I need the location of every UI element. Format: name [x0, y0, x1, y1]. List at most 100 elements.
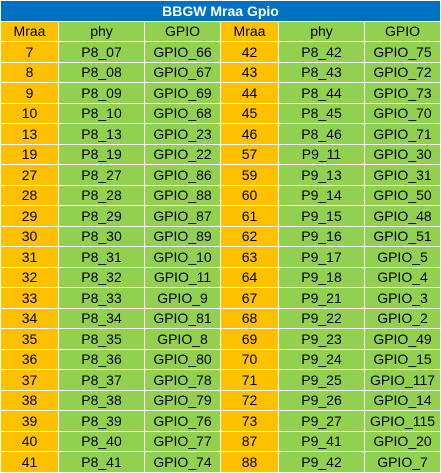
- right-gpio-cell: GPIO_48: [363, 205, 441, 227]
- right-mraa-cell: 44: [220, 82, 279, 104]
- right-mraa-cell: 62: [220, 225, 279, 247]
- right-phy-cell: P9_23: [278, 328, 365, 350]
- table-row: 33 P8_33 GPIO_9 67 P9_21 GPIO_3: [0, 287, 441, 309]
- right-gpio-cell: GPIO_3: [363, 287, 441, 309]
- right-mraa-cell: 63: [220, 246, 279, 268]
- right-phy-cell: P8_45: [278, 102, 365, 124]
- title-row: BBGW Mraa Gpio: [0, 0, 441, 22]
- left-phy-cell: P8_31: [58, 246, 145, 268]
- left-phy-cell: P8_36: [58, 348, 145, 370]
- table-title: BBGW Mraa Gpio: [0, 0, 441, 22]
- left-gpio-cell: GPIO_23: [144, 123, 221, 145]
- table-row: 35 P8_35 GPIO_8 69 P9_23 GPIO_49: [0, 328, 441, 350]
- table-row: 30 P8_30 GPIO_89 62 P9_16 GPIO_51: [0, 225, 441, 247]
- left-mraa-cell: 33: [0, 287, 59, 309]
- left-gpio-cell: GPIO_11: [144, 266, 221, 288]
- left-gpio-cell: GPIO_81: [144, 307, 221, 329]
- table-row: 34 P8_34 GPIO_81 68 P9_22 GPIO_2: [0, 307, 441, 329]
- right-mraa-cell: 68: [220, 307, 279, 329]
- left-gpio-cell: GPIO_22: [144, 143, 221, 165]
- header-gpio-left: GPIO: [144, 20, 221, 42]
- right-gpio-cell: GPIO_50: [363, 184, 441, 206]
- table-row: 10 P8_10 GPIO_68 45 P8_45 GPIO_70: [0, 102, 441, 124]
- right-phy-cell: P9_26: [278, 389, 365, 411]
- left-mraa-cell: 34: [0, 307, 59, 329]
- right-gpio-cell: GPIO_15: [363, 348, 441, 370]
- right-phy-cell: P9_41: [278, 430, 365, 452]
- left-mraa-cell: 9: [0, 82, 59, 104]
- left-phy-cell: P8_13: [58, 123, 145, 145]
- right-phy-cell: P9_42: [278, 451, 365, 473]
- right-phy-cell: P8_46: [278, 123, 365, 145]
- left-mraa-cell: 35: [0, 328, 59, 350]
- right-mraa-cell: 61: [220, 205, 279, 227]
- table-row: 41 P8_41 GPIO_74 88 P9_42 GPIO_7: [0, 451, 441, 473]
- right-gpio-cell: GPIO_20: [363, 430, 441, 452]
- left-phy-cell: P8_07: [58, 41, 145, 63]
- table-row: 9 P8_09 GPIO_69 44 P8_44 GPIO_73: [0, 82, 441, 104]
- right-gpio-cell: GPIO_5: [363, 246, 441, 268]
- right-phy-cell: P8_42: [278, 41, 365, 63]
- left-phy-cell: P8_30: [58, 225, 145, 247]
- left-mraa-cell: 13: [0, 123, 59, 145]
- left-mraa-cell: 28: [0, 184, 59, 206]
- left-phy-cell: P8_37: [58, 369, 145, 391]
- right-mraa-cell: 69: [220, 328, 279, 350]
- table-row: 7 P8_07 GPIO_66 42 P8_42 GPIO_75: [0, 41, 441, 63]
- right-mraa-cell: 43: [220, 61, 279, 83]
- table-row: 28 P8_28 GPIO_88 60 P9_14 GPIO_50: [0, 184, 441, 206]
- table-body: 7 P8_07 GPIO_66 42 P8_42 GPIO_75 8 P8_08 GPIO_67…: [0, 41, 441, 473]
- left-gpio-cell: GPIO_67: [144, 61, 221, 83]
- left-mraa-cell: 10: [0, 102, 59, 124]
- right-mraa-cell: 45: [220, 102, 279, 124]
- left-phy-cell: P8_10: [58, 102, 145, 124]
- left-phy-cell: P8_32: [58, 266, 145, 288]
- left-gpio-cell: GPIO_86: [144, 164, 221, 186]
- right-gpio-cell: GPIO_31: [363, 164, 441, 186]
- left-phy-cell: P8_19: [58, 143, 145, 165]
- table-row: 29 P8_29 GPIO_87 61 P9_15 GPIO_48: [0, 205, 441, 227]
- right-mraa-cell: 57: [220, 143, 279, 165]
- left-mraa-cell: 29: [0, 205, 59, 227]
- right-phy-cell: P9_18: [278, 266, 365, 288]
- right-phy-cell: P9_14: [278, 184, 365, 206]
- left-mraa-cell: 40: [0, 430, 59, 452]
- right-phy-cell: P8_43: [278, 61, 365, 83]
- left-gpio-cell: GPIO_77: [144, 430, 221, 452]
- left-gpio-cell: GPIO_76: [144, 410, 221, 432]
- table-row: 27 P8_27 GPIO_86 59 P9_13 GPIO_31: [0, 164, 441, 186]
- right-phy-cell: P9_22: [278, 307, 365, 329]
- left-mraa-cell: 37: [0, 369, 59, 391]
- left-mraa-cell: 27: [0, 164, 59, 186]
- left-phy-cell: P8_41: [58, 451, 145, 473]
- header-phy-left: phy: [58, 20, 145, 42]
- left-phy-cell: P8_34: [58, 307, 145, 329]
- left-mraa-cell: 7: [0, 41, 59, 63]
- right-gpio-cell: GPIO_49: [363, 328, 441, 350]
- right-gpio-cell: GPIO_4: [363, 266, 441, 288]
- left-phy-cell: P8_08: [58, 61, 145, 83]
- right-gpio-cell: GPIO_71: [363, 123, 441, 145]
- table-row: 32 P8_32 GPIO_11 64 P9_18 GPIO_4: [0, 266, 441, 288]
- right-mraa-cell: 59: [220, 164, 279, 186]
- left-mraa-cell: 19: [0, 143, 59, 165]
- left-gpio-cell: GPIO_9: [144, 287, 221, 309]
- right-mraa-cell: 67: [220, 287, 279, 309]
- right-mraa-cell: 73: [220, 410, 279, 432]
- table-row: 40 P8_40 GPIO_77 87 P9_41 GPIO_20: [0, 430, 441, 452]
- left-phy-cell: P8_40: [58, 430, 145, 452]
- right-mraa-cell: 60: [220, 184, 279, 206]
- right-gpio-cell: GPIO_72: [363, 61, 441, 83]
- table-row: 39 P8_39 GPIO_76 73 P9_27 GPIO_115: [0, 410, 441, 432]
- left-gpio-cell: GPIO_80: [144, 348, 221, 370]
- left-mraa-cell: 32: [0, 266, 59, 288]
- left-gpio-cell: GPIO_8: [144, 328, 221, 350]
- right-mraa-cell: 70: [220, 348, 279, 370]
- header-phy-right: phy: [278, 20, 365, 42]
- right-phy-cell: P9_11: [278, 143, 365, 165]
- header-row: Mraa phy GPIO Mraa phy GPIO: [0, 20, 441, 42]
- right-mraa-cell: 71: [220, 369, 279, 391]
- left-gpio-cell: GPIO_66: [144, 41, 221, 63]
- right-gpio-cell: GPIO_73: [363, 82, 441, 104]
